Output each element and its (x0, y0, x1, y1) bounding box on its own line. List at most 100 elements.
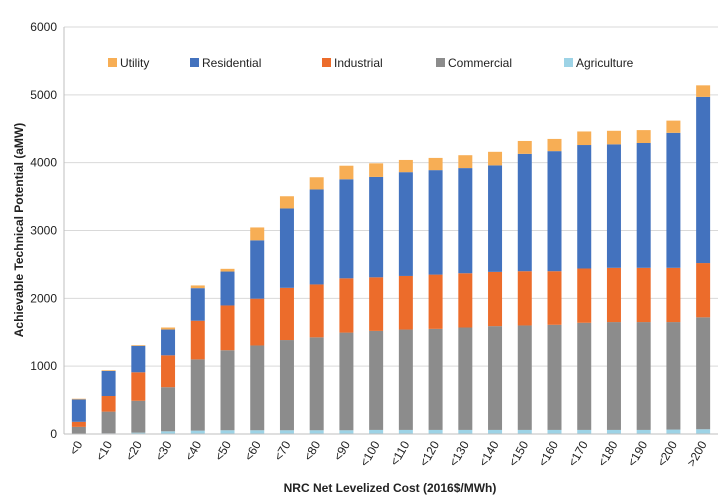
legend-label-residential: Residential (202, 56, 261, 70)
bar-utility-17 (577, 131, 592, 146)
bar-utility-7 (279, 196, 294, 209)
bar-commercial-12 (428, 328, 443, 430)
x-tick-label: <200 (654, 438, 680, 469)
y-tick-label: 1000 (30, 359, 57, 373)
bar-agriculture-2 (131, 432, 146, 434)
bar-industrial-9 (339, 278, 354, 333)
x-tick-label: <20 (123, 438, 145, 463)
bar-utility-15 (517, 140, 532, 154)
bar-agriculture-9 (339, 430, 354, 434)
legend-swatch-utility (108, 58, 117, 67)
bar-industrial-20 (666, 267, 681, 323)
bar-utility-2 (131, 345, 146, 346)
bar-commercial-3 (161, 387, 176, 432)
bar-utility-12 (428, 157, 443, 171)
bar-commercial-19 (636, 322, 651, 430)
bar-residential-21 (696, 96, 711, 264)
bar-agriculture-7 (279, 430, 294, 434)
bar-industrial-0 (71, 421, 86, 427)
bar-commercial-8 (309, 337, 324, 431)
y-tick-label: 3000 (30, 224, 57, 238)
bar-commercial-17 (577, 322, 592, 430)
legend-swatch-industrial (322, 58, 331, 67)
bar-utility-10 (369, 163, 384, 177)
legend-swatch-residential (190, 58, 199, 67)
bar-residential-19 (636, 142, 651, 268)
x-tick-label: <160 (535, 438, 561, 469)
x-tick-label: <140 (476, 438, 502, 469)
bar-agriculture-13 (458, 429, 473, 434)
bar-residential-3 (161, 329, 176, 356)
x-tick-label: <30 (152, 438, 174, 463)
bar-utility-16 (547, 138, 562, 152)
bar-utility-6 (250, 227, 265, 241)
bars (71, 85, 711, 434)
bar-commercial-10 (369, 330, 384, 430)
bar-industrial-4 (190, 320, 205, 360)
bar-industrial-21 (696, 263, 711, 318)
bar-residential-5 (220, 271, 235, 306)
bar-agriculture-4 (190, 430, 205, 434)
bar-agriculture-6 (250, 430, 265, 434)
bar-industrial-6 (250, 298, 265, 346)
bar-commercial-0 (71, 426, 86, 434)
x-tick-label: <150 (506, 438, 532, 469)
bar-agriculture-17 (577, 429, 592, 434)
bar-agriculture-12 (428, 429, 443, 434)
bar-utility-19 (636, 130, 651, 143)
bar-industrial-17 (577, 268, 592, 323)
bar-residential-10 (369, 176, 384, 278)
legend-swatch-agriculture (564, 58, 573, 67)
x-tick-label: <180 (595, 438, 621, 469)
bar-agriculture-3 (161, 431, 176, 434)
bar-agriculture-15 (517, 429, 532, 434)
x-tick-label: >200 (684, 438, 710, 469)
bar-agriculture-11 (398, 429, 413, 434)
legend: Utility Residential Industrial Commercial Ag… (108, 56, 634, 70)
bar-agriculture-19 (636, 429, 651, 434)
x-tick-label: <170 (565, 438, 591, 469)
x-tick-label: <100 (357, 438, 383, 469)
bar-residential-1 (101, 370, 116, 397)
bar-industrial-12 (428, 274, 443, 329)
bar-commercial-21 (696, 317, 711, 430)
bar-agriculture-20 (666, 429, 681, 434)
bar-utility-13 (458, 155, 473, 169)
bar-residential-9 (339, 179, 354, 279)
bar-residential-11 (398, 172, 413, 276)
y-tick-label: 6000 (30, 20, 57, 34)
bar-residential-4 (190, 288, 205, 321)
bar-residential-16 (547, 151, 562, 272)
bar-industrial-18 (606, 267, 621, 323)
bar-industrial-10 (369, 277, 384, 331)
bar-commercial-18 (606, 322, 621, 430)
bar-commercial-2 (131, 400, 146, 433)
bar-industrial-8 (309, 284, 324, 338)
bar-industrial-11 (398, 275, 413, 330)
x-tick-label: <10 (93, 438, 115, 463)
x-tick-label: <80 (301, 438, 323, 463)
bar-commercial-14 (488, 326, 503, 430)
y-tick-label: 4000 (30, 156, 57, 170)
bar-agriculture-14 (488, 429, 503, 434)
bar-industrial-3 (161, 355, 176, 388)
bar-utility-1 (101, 370, 116, 371)
bar-commercial-7 (279, 340, 294, 431)
y-axis-title: Achievable Technical Potential (aMW) (12, 123, 26, 338)
x-tick-label: <90 (331, 438, 353, 463)
x-axis-title: NRC Net Levelized Cost (2016$/MWh) (284, 481, 497, 495)
x-tick-label: <130 (446, 438, 472, 469)
bar-residential-6 (250, 240, 265, 299)
bar-industrial-14 (488, 271, 503, 327)
bar-commercial-6 (250, 345, 265, 431)
bar-residential-8 (309, 189, 324, 285)
bar-utility-11 (398, 159, 413, 173)
bar-agriculture-16 (547, 429, 562, 434)
bar-industrial-16 (547, 271, 562, 325)
x-tick-label: <60 (242, 438, 264, 463)
bar-commercial-15 (517, 325, 532, 430)
bar-residential-20 (666, 132, 681, 268)
bar-utility-5 (220, 268, 235, 272)
bar-commercial-16 (547, 324, 562, 430)
bar-commercial-4 (190, 359, 205, 431)
